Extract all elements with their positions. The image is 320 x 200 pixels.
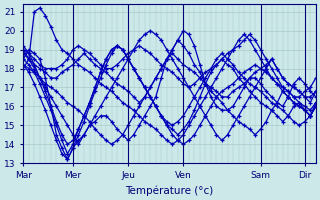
X-axis label: Température (°c): Température (°c) (125, 185, 214, 196)
